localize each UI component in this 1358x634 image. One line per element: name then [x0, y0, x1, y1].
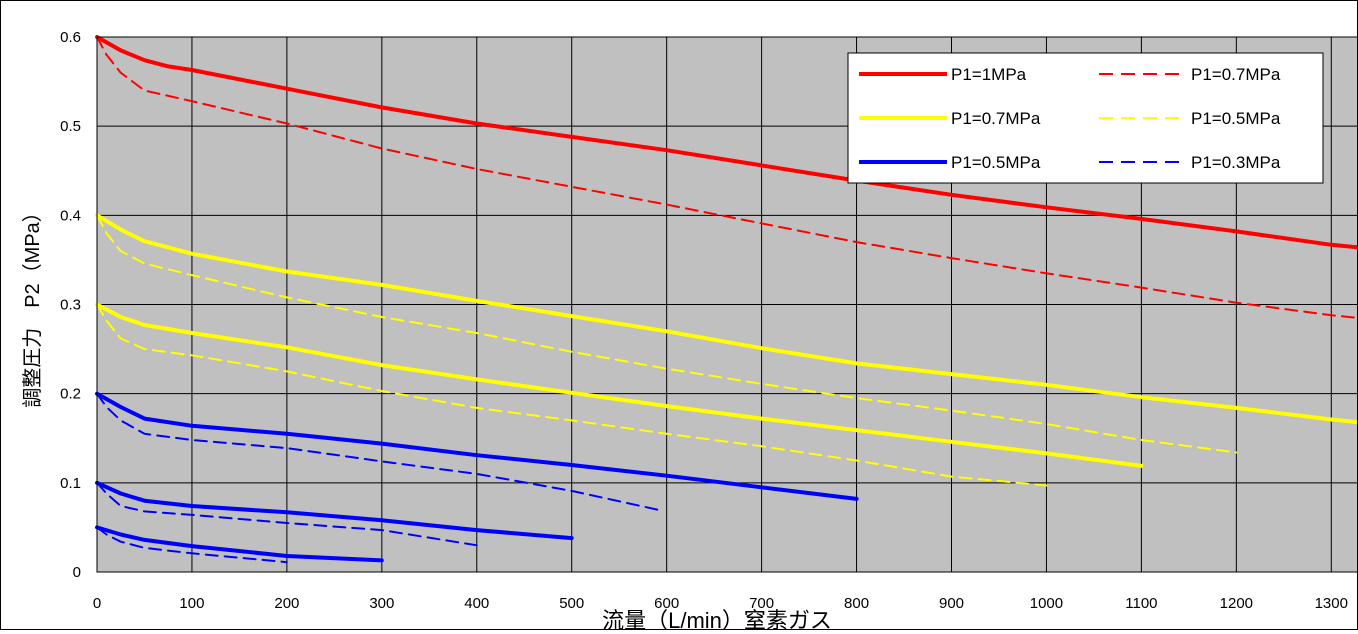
- y-tick-labels: 0 0.1 0.2 0.3 0.4 0.5 0.6: [60, 29, 81, 581]
- series-line-solid: [95, 525, 384, 563]
- x-tick-label: 1200: [1220, 595, 1253, 612]
- x-tick-labels: 0 100 200 300 400 500 600 700 800 900 1000 1100 1200…: [93, 595, 1348, 612]
- legend-label: P1=0.7MPa: [1191, 65, 1281, 84]
- series-line-dashed: [96, 36, 1358, 319]
- x-tick-label: 500: [559, 595, 584, 612]
- legend-label: P1=0.5MPa: [951, 153, 1041, 172]
- series-line-solid: [95, 391, 859, 501]
- y-tick-label: 0: [73, 564, 81, 581]
- series-line-solid: [95, 35, 1358, 250]
- y-tick-label: 0.1: [60, 475, 81, 492]
- y-tick-label: 0.6: [60, 29, 81, 46]
- x-tick-label: 700: [749, 595, 774, 612]
- y-axis-label: 調整圧力 P2（MPa）: [21, 202, 44, 408]
- series-line-dashed: [96, 303, 1048, 487]
- x-tick-label: 1000: [1030, 595, 1063, 612]
- x-tick-label: 400: [464, 595, 489, 612]
- series-group: [95, 35, 1358, 564]
- x-tick-label: 0: [93, 595, 101, 612]
- legend-label: P1=0.7MPa: [951, 109, 1041, 128]
- series-line-dashed: [96, 481, 478, 547]
- x-tick-label: 1300: [1315, 595, 1348, 612]
- y-tick-label: 0.5: [60, 118, 81, 135]
- series-line-solid: [95, 480, 574, 541]
- legend-label: P1=0.3MPa: [1191, 153, 1281, 172]
- plot-border: [96, 36, 1358, 573]
- y-tick-label: 0.3: [60, 297, 81, 314]
- x-tick-label: 1100: [1125, 595, 1157, 612]
- legend-label: P1=1MPa: [951, 65, 1027, 84]
- x-tick-label: 800: [844, 595, 869, 612]
- series-line-dashed: [96, 392, 659, 511]
- x-tick-label: 600: [654, 595, 679, 612]
- y-tick-label: 0.2: [60, 386, 81, 403]
- legend: P1=1MPa P1=0.7MPa P1=0.7MPa P1=0.5MPa P1=0.5…: [847, 52, 1324, 184]
- series-line-dashed: [96, 526, 288, 564]
- series-line-solid: [95, 302, 1144, 468]
- series-line-solid: [95, 213, 1358, 425]
- x-tick-label: 100: [179, 595, 204, 612]
- legend-label: P1=0.5MPa: [1191, 109, 1281, 128]
- x-tick-label: 300: [369, 595, 394, 612]
- y-tick-label: 0.4: [60, 207, 81, 224]
- x-tick-label: 900: [939, 595, 964, 612]
- x-tick-label: 200: [274, 595, 299, 612]
- series-line-dashed: [96, 214, 1238, 454]
- x-axis-label: 流量（L/min）窒素ガス: [602, 608, 832, 629]
